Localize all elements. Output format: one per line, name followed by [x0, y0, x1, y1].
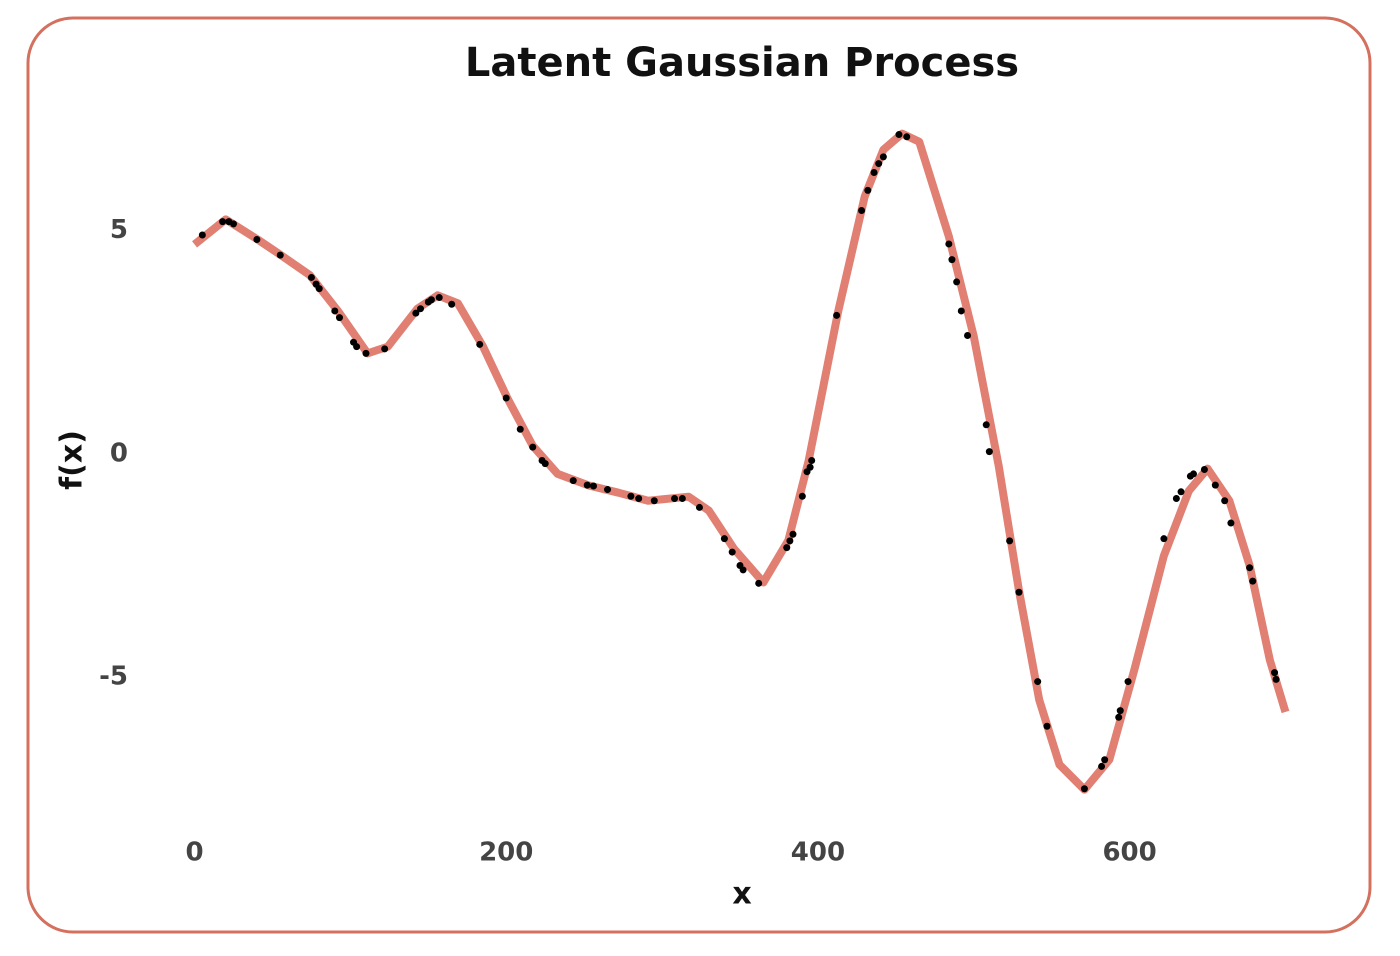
point	[381, 345, 389, 353]
point	[335, 314, 343, 322]
point	[516, 425, 524, 433]
point	[253, 235, 261, 243]
point	[1160, 535, 1168, 543]
point	[353, 343, 361, 351]
point	[529, 443, 537, 451]
point	[720, 535, 728, 543]
point	[678, 494, 686, 502]
point	[448, 300, 456, 308]
point	[1115, 713, 1123, 721]
x-tick-label: 200	[479, 838, 533, 868]
point	[198, 231, 206, 239]
point	[671, 494, 679, 502]
point	[315, 285, 323, 293]
point	[435, 294, 443, 302]
point	[833, 311, 841, 319]
point	[1200, 465, 1208, 473]
point	[1172, 494, 1180, 502]
x-tick-label: 0	[185, 838, 203, 868]
point	[1246, 564, 1254, 572]
y-tick-label: 0	[110, 438, 128, 468]
point	[808, 457, 816, 465]
point	[875, 160, 883, 168]
x-tick-label: 600	[1102, 838, 1156, 868]
point	[948, 256, 956, 264]
point	[583, 481, 591, 489]
point	[982, 421, 990, 429]
point	[590, 482, 598, 490]
y-tick-label: 5	[110, 215, 128, 245]
point	[1098, 762, 1106, 770]
point	[1101, 756, 1109, 764]
point	[858, 206, 866, 214]
point	[985, 448, 993, 456]
point	[1006, 537, 1014, 545]
point	[798, 492, 806, 500]
point	[695, 503, 703, 511]
point	[1177, 488, 1185, 496]
point	[230, 220, 238, 228]
y-axis-label: f(x)	[55, 430, 90, 490]
point	[953, 278, 961, 286]
point	[789, 530, 797, 538]
point	[276, 251, 284, 259]
point	[964, 332, 972, 340]
point	[541, 460, 549, 468]
point	[331, 307, 339, 315]
point	[728, 548, 736, 556]
point	[957, 307, 965, 315]
point	[1124, 678, 1132, 686]
point	[755, 579, 763, 587]
point	[870, 169, 878, 177]
x-tick-label: 400	[791, 838, 845, 868]
point	[362, 349, 370, 357]
point	[1116, 707, 1124, 715]
point	[502, 394, 510, 402]
point	[806, 463, 814, 471]
y-tick-label: -5	[99, 662, 128, 692]
chart-frame	[26, 16, 1372, 934]
chart-title: Latent Gaussian Process	[465, 40, 1019, 86]
point	[1034, 678, 1042, 686]
point	[739, 566, 747, 574]
point	[1211, 481, 1219, 489]
point	[650, 497, 658, 505]
point	[627, 492, 635, 500]
point	[1080, 785, 1088, 793]
point	[864, 186, 872, 194]
point	[1227, 519, 1235, 527]
point	[1249, 577, 1257, 585]
point	[895, 131, 903, 139]
point	[604, 486, 612, 494]
point	[903, 133, 911, 141]
point	[1271, 669, 1279, 677]
point	[476, 340, 484, 348]
point	[879, 153, 887, 161]
point	[635, 494, 643, 502]
point	[1272, 675, 1280, 683]
point	[1190, 470, 1198, 478]
point	[219, 218, 227, 226]
point	[786, 537, 794, 545]
point	[1221, 497, 1229, 505]
point	[783, 544, 791, 552]
x-axis-label: x	[732, 877, 751, 912]
point	[569, 477, 577, 485]
point	[417, 305, 425, 313]
point	[307, 273, 315, 281]
point	[1043, 722, 1051, 730]
point	[412, 309, 420, 317]
point	[1015, 588, 1023, 596]
point	[427, 296, 435, 304]
point	[945, 240, 953, 248]
